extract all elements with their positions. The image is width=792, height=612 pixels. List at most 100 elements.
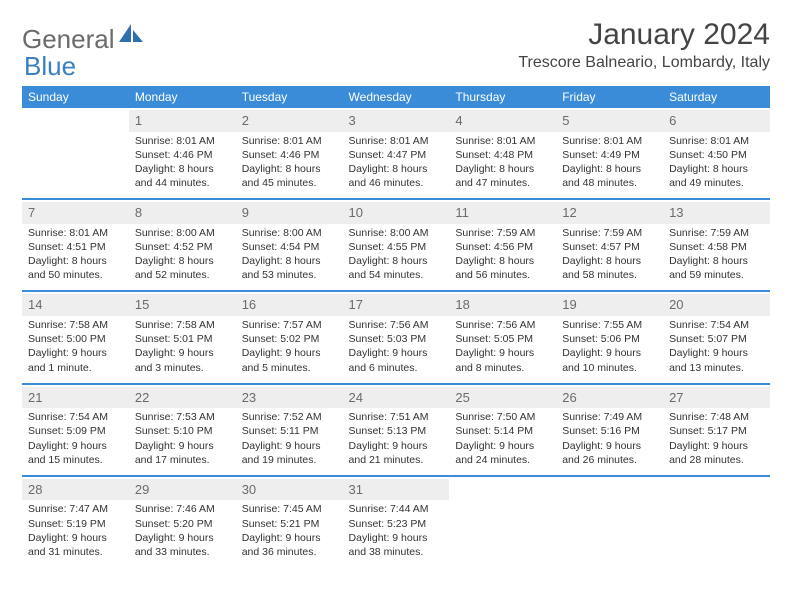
- day-info-line: and 33 minutes.: [135, 545, 230, 559]
- calendar-day-cell: 14Sunrise: 7:58 AMSunset: 5:00 PMDayligh…: [22, 292, 129, 383]
- day-number: 12: [556, 202, 663, 224]
- calendar-day-cell: 9Sunrise: 8:00 AMSunset: 4:54 PMDaylight…: [236, 200, 343, 291]
- calendar-day-cell: 3Sunrise: 8:01 AMSunset: 4:47 PMDaylight…: [343, 108, 450, 199]
- day-info-line: Sunrise: 7:45 AM: [242, 502, 337, 516]
- day-info-line: and 38 minutes.: [349, 545, 444, 559]
- day-info-line: Sunrise: 8:01 AM: [135, 134, 230, 148]
- calendar-table: SundayMondayTuesdayWednesdayThursdayFrid…: [22, 86, 770, 567]
- day-number: 7: [22, 202, 129, 224]
- day-info-line: Daylight: 9 hours: [28, 439, 123, 453]
- day-info-line: Sunrise: 8:00 AM: [349, 226, 444, 240]
- day-info-line: Sunset: 4:51 PM: [28, 240, 123, 254]
- day-number: 22: [129, 387, 236, 409]
- day-info-line: Daylight: 8 hours: [242, 162, 337, 176]
- day-info-line: Daylight: 9 hours: [28, 346, 123, 360]
- calendar-day-cell: 23Sunrise: 7:52 AMSunset: 5:11 PMDayligh…: [236, 385, 343, 476]
- day-info-line: and 56 minutes.: [455, 268, 550, 282]
- day-info-line: Sunset: 5:21 PM: [242, 517, 337, 531]
- day-number: 18: [449, 294, 556, 316]
- day-info-line: and 52 minutes.: [135, 268, 230, 282]
- day-number: 16: [236, 294, 343, 316]
- day-info-line: Sunset: 4:47 PM: [349, 148, 444, 162]
- day-info-line: Sunset: 4:46 PM: [135, 148, 230, 162]
- calendar-day-cell: 2Sunrise: 8:01 AMSunset: 4:46 PMDaylight…: [236, 108, 343, 199]
- day-info-line: and 26 minutes.: [562, 453, 657, 467]
- calendar-day-cell: 25Sunrise: 7:50 AMSunset: 5:14 PMDayligh…: [449, 385, 556, 476]
- day-info-line: Sunrise: 7:56 AM: [455, 318, 550, 332]
- day-info-line: Daylight: 9 hours: [562, 439, 657, 453]
- day-number: 19: [556, 294, 663, 316]
- calendar-day-cell: 10Sunrise: 8:00 AMSunset: 4:55 PMDayligh…: [343, 200, 450, 291]
- day-info-line: and 58 minutes.: [562, 268, 657, 282]
- calendar-day-cell: [663, 477, 770, 567]
- day-info-line: and 5 minutes.: [242, 361, 337, 375]
- day-info-line: Daylight: 8 hours: [28, 254, 123, 268]
- day-info-line: Sunset: 4:46 PM: [242, 148, 337, 162]
- day-info-line: Daylight: 8 hours: [242, 254, 337, 268]
- day-number: 21: [22, 387, 129, 409]
- day-number: 27: [663, 387, 770, 409]
- calendar-day-cell: 13Sunrise: 7:59 AMSunset: 4:58 PMDayligh…: [663, 200, 770, 291]
- day-info-line: Sunrise: 7:54 AM: [28, 410, 123, 424]
- day-info-line: Sunset: 4:52 PM: [135, 240, 230, 254]
- calendar-day-cell: 29Sunrise: 7:46 AMSunset: 5:20 PMDayligh…: [129, 477, 236, 567]
- day-info-line: Sunset: 4:58 PM: [669, 240, 764, 254]
- day-info-line: Daylight: 8 hours: [349, 162, 444, 176]
- calendar-body: 1Sunrise: 8:01 AMSunset: 4:46 PMDaylight…: [22, 108, 770, 567]
- day-info-line: Sunrise: 8:00 AM: [242, 226, 337, 240]
- calendar-day-cell: 15Sunrise: 7:58 AMSunset: 5:01 PMDayligh…: [129, 292, 236, 383]
- calendar-day-cell: 17Sunrise: 7:56 AMSunset: 5:03 PMDayligh…: [343, 292, 450, 383]
- day-info-line: Sunrise: 7:59 AM: [455, 226, 550, 240]
- logo-sail-icon: [119, 24, 145, 49]
- calendar-day-cell: 30Sunrise: 7:45 AMSunset: 5:21 PMDayligh…: [236, 477, 343, 567]
- day-info-line: Sunset: 5:01 PM: [135, 332, 230, 346]
- day-info-line: Sunset: 5:16 PM: [562, 424, 657, 438]
- calendar-day-cell: 4Sunrise: 8:01 AMSunset: 4:48 PMDaylight…: [449, 108, 556, 199]
- day-info-line: Sunset: 5:10 PM: [135, 424, 230, 438]
- day-info-line: Sunrise: 8:01 AM: [562, 134, 657, 148]
- calendar-week-row: 28Sunrise: 7:47 AMSunset: 5:19 PMDayligh…: [22, 477, 770, 567]
- calendar-day-cell: 18Sunrise: 7:56 AMSunset: 5:05 PMDayligh…: [449, 292, 556, 383]
- calendar-day-cell: 28Sunrise: 7:47 AMSunset: 5:19 PMDayligh…: [22, 477, 129, 567]
- day-info-line: Sunset: 5:23 PM: [349, 517, 444, 531]
- weekday-header: Wednesday: [343, 86, 450, 108]
- day-info-line: Sunrise: 7:58 AM: [135, 318, 230, 332]
- calendar-day-cell: 5Sunrise: 8:01 AMSunset: 4:49 PMDaylight…: [556, 108, 663, 199]
- day-info-line: Sunrise: 7:50 AM: [455, 410, 550, 424]
- weekday-header: Sunday: [22, 86, 129, 108]
- day-info-line: Sunset: 5:09 PM: [28, 424, 123, 438]
- location-text: Trescore Balneario, Lombardy, Italy: [518, 54, 770, 72]
- calendar-week-row: 14Sunrise: 7:58 AMSunset: 5:00 PMDayligh…: [22, 292, 770, 383]
- calendar-day-cell: [22, 108, 129, 199]
- day-info-line: Daylight: 8 hours: [562, 162, 657, 176]
- day-info-line: and 10 minutes.: [562, 361, 657, 375]
- day-info-line: and 13 minutes.: [669, 361, 764, 375]
- day-info-line: and 36 minutes.: [242, 545, 337, 559]
- day-info-line: and 28 minutes.: [669, 453, 764, 467]
- day-info-line: Sunset: 4:49 PM: [562, 148, 657, 162]
- day-info-line: Sunset: 5:13 PM: [349, 424, 444, 438]
- day-info-line: and 21 minutes.: [349, 453, 444, 467]
- weekday-header: Monday: [129, 86, 236, 108]
- day-number: 1: [129, 110, 236, 132]
- day-info-line: and 44 minutes.: [135, 176, 230, 190]
- day-info-line: Sunrise: 7:56 AM: [349, 318, 444, 332]
- day-info-line: Daylight: 9 hours: [28, 531, 123, 545]
- day-info-line: Daylight: 9 hours: [135, 439, 230, 453]
- weekday-header: Thursday: [449, 86, 556, 108]
- day-info-line: Sunrise: 8:01 AM: [242, 134, 337, 148]
- calendar-week-row: 1Sunrise: 8:01 AMSunset: 4:46 PMDaylight…: [22, 108, 770, 199]
- day-number: 24: [343, 387, 450, 409]
- day-info-line: Daylight: 9 hours: [135, 531, 230, 545]
- day-info-line: and 49 minutes.: [669, 176, 764, 190]
- calendar-day-cell: 6Sunrise: 8:01 AMSunset: 4:50 PMDaylight…: [663, 108, 770, 199]
- day-info-line: Sunrise: 7:53 AM: [135, 410, 230, 424]
- day-info-line: Daylight: 8 hours: [135, 162, 230, 176]
- day-info-line: Daylight: 9 hours: [242, 346, 337, 360]
- day-info-line: Sunrise: 7:55 AM: [562, 318, 657, 332]
- day-info-line: Sunrise: 8:01 AM: [669, 134, 764, 148]
- day-info-line: Sunset: 4:55 PM: [349, 240, 444, 254]
- day-info-line: Daylight: 9 hours: [562, 346, 657, 360]
- day-number: 25: [449, 387, 556, 409]
- day-info-line: and 46 minutes.: [349, 176, 444, 190]
